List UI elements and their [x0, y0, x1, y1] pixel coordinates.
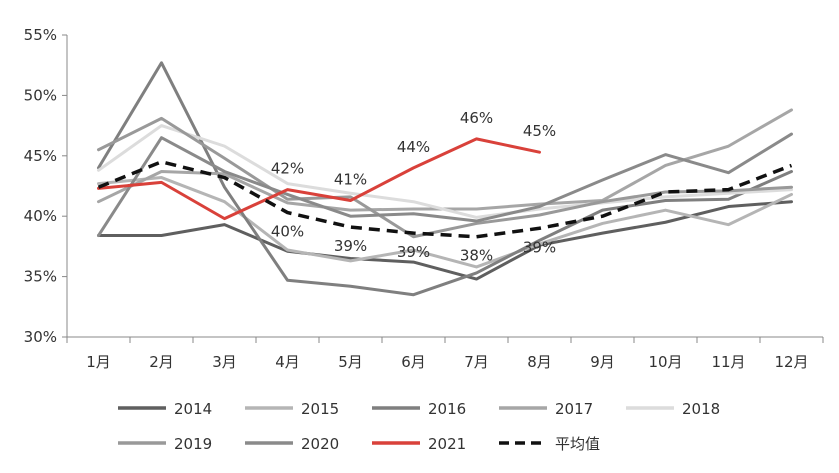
y-tick-label: 30% [24, 328, 57, 346]
legend-label-2021: 2021 [428, 435, 466, 453]
y-tick-label: 55% [24, 26, 57, 44]
legend-label-2017: 2017 [555, 400, 593, 418]
x-tick-label: 12月 [774, 353, 808, 371]
data-label: 42% [271, 160, 304, 178]
data-label: 39% [397, 243, 430, 261]
x-tick-label: 4月 [275, 353, 300, 371]
x-tick-label: 11月 [711, 353, 745, 371]
series-line-2018 [97, 124, 793, 219]
legend-label-2019: 2019 [174, 435, 212, 453]
data-labels: 42% 41% 44% 46% 45% 40% 39% 39% 38% 39% [271, 109, 556, 265]
series-line-2015 [97, 176, 793, 269]
x-tick-label: 9月 [590, 353, 615, 371]
data-label: 39% [523, 238, 556, 256]
series-line-2014 [97, 200, 793, 281]
x-tick-label: 7月 [464, 353, 489, 371]
legend-label-2015: 2015 [301, 400, 339, 418]
legend-label-2020: 2020 [301, 435, 339, 453]
data-label: 38% [460, 247, 493, 265]
data-label: 44% [397, 138, 430, 156]
series-line-2021 [97, 137, 541, 221]
data-label: 40% [271, 223, 304, 241]
data-label: 46% [460, 109, 493, 127]
legend-label-平均值: 平均值 [555, 435, 600, 453]
series-line-2019 [97, 116, 793, 239]
y-tick-label: 50% [24, 86, 57, 104]
data-label: 45% [523, 122, 556, 140]
x-tick-label: 10月 [648, 353, 682, 371]
legend-label-2014: 2014 [174, 400, 212, 418]
series-line-2020 [97, 132, 793, 238]
data-label: 41% [334, 170, 367, 188]
series-line-平均值 [97, 160, 793, 239]
legend-label-2016: 2016 [428, 400, 466, 418]
y-tick-label: 40% [24, 207, 57, 225]
x-tick-label: 6月 [401, 353, 426, 371]
data-label: 39% [334, 237, 367, 255]
legend-label-2018: 2018 [682, 400, 720, 418]
y-tick-label: 45% [24, 147, 57, 165]
chart-legend: 2014 2015 2016 2017 2018 2019 2020 2021 平均值 [118, 400, 720, 453]
x-tick-label: 1月 [86, 353, 111, 371]
y-tick-label: 35% [24, 268, 57, 286]
x-tick-label: 2月 [149, 353, 174, 371]
series-lines [97, 61, 793, 297]
chart-axes: 30% 35% 40% 45% 50% 55% 1月 2月 3月 4月 5月 6月 7月 8月 9月 10月 1… [24, 26, 824, 371]
x-tick-label: 8月 [527, 353, 552, 371]
x-tick-label: 3月 [212, 353, 237, 371]
x-tick-label: 5月 [338, 353, 363, 371]
